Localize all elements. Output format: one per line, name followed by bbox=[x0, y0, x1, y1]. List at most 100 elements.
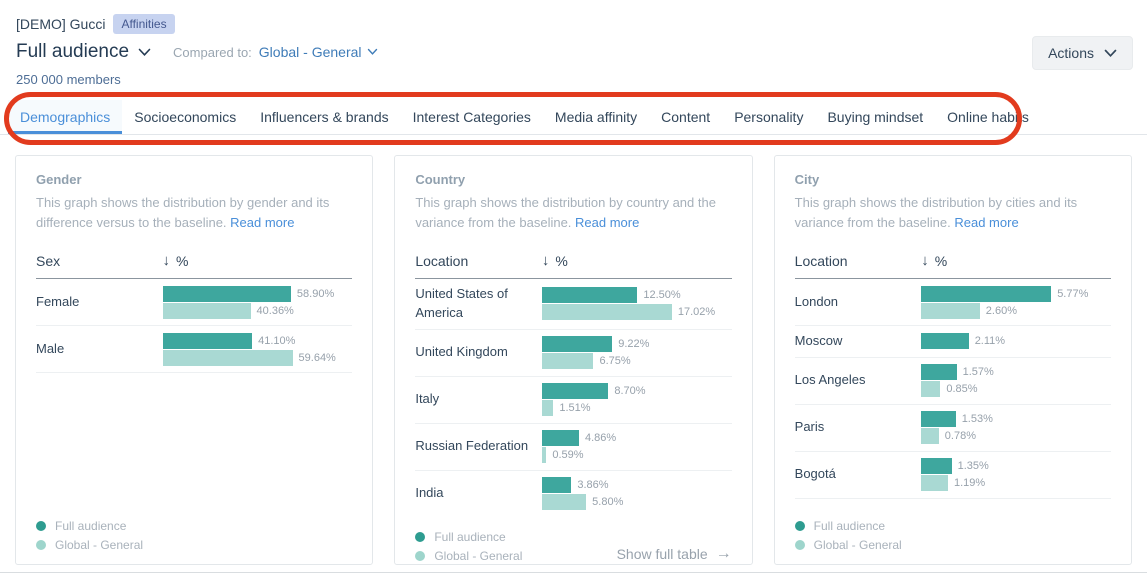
tab-buying-mindset[interactable]: Buying mindset bbox=[827, 109, 924, 125]
chevron-down-icon bbox=[138, 48, 151, 56]
affinities-badge: Affinities bbox=[113, 14, 175, 34]
legend-label: Global - General bbox=[434, 548, 523, 563]
chevron-down-icon bbox=[1104, 49, 1117, 57]
tab-online-habits[interactable]: Online habits bbox=[947, 109, 1029, 125]
table-row: Moscow 2.11% bbox=[794, 326, 1111, 358]
table-row: India 3.86% 5.80% bbox=[415, 471, 731, 517]
legend-label: Full audience bbox=[55, 519, 127, 533]
bar-line: 0.85% bbox=[921, 381, 1111, 398]
bar-value-label: 3.86% bbox=[577, 479, 609, 492]
bar-group: 1.35% 1.19% bbox=[921, 458, 1111, 492]
card-description: This graph shows the distribution by cou… bbox=[415, 195, 716, 230]
percent-header-label: % bbox=[555, 252, 568, 269]
bar-group: 8.70% 1.51% bbox=[541, 383, 732, 417]
legend-item-full-audience: Full audience bbox=[415, 530, 522, 544]
table-header: Sex ↓% bbox=[36, 246, 353, 279]
bar-full-audience bbox=[921, 333, 969, 350]
legend-label: Full audience bbox=[813, 519, 886, 533]
card-description: This graph shows the distribution by cit… bbox=[794, 195, 1078, 230]
compared-to-label: Compared to: bbox=[173, 44, 252, 60]
row-label: United Kingdom bbox=[415, 344, 508, 360]
report-title: [DEMO] Gucci bbox=[16, 16, 106, 32]
legend-dot-icon bbox=[794, 521, 805, 531]
actions-button[interactable]: Actions bbox=[1032, 36, 1133, 70]
bar-value-label: 0.78% bbox=[944, 430, 976, 443]
bar-line: 4.86% bbox=[541, 430, 732, 447]
bar-baseline bbox=[921, 475, 948, 492]
bar-value-label: 1.51% bbox=[559, 402, 591, 415]
bar-value-label: 0.59% bbox=[552, 449, 584, 462]
sort-arrow-down-icon: ↓ bbox=[921, 252, 929, 269]
tab-content[interactable]: Content bbox=[661, 109, 711, 125]
bar-group: 1.57% 0.85% bbox=[921, 364, 1111, 398]
arrow-right-icon: → bbox=[715, 544, 732, 562]
row-label: United States of America bbox=[415, 286, 508, 320]
legend-dot-icon bbox=[415, 531, 426, 542]
audience-selector-label: Full audience bbox=[16, 41, 130, 62]
legend-dot-icon bbox=[794, 540, 805, 550]
tab-interest-categories[interactable]: Interest Categories bbox=[412, 109, 531, 125]
legend: Full audience Global - General bbox=[415, 525, 522, 563]
bar-full-audience bbox=[921, 411, 956, 428]
table-row: Bogotá 1.35% 1.19% bbox=[794, 452, 1111, 499]
baseline-selector[interactable]: Global - General bbox=[259, 44, 378, 60]
table-row: Male 41.10% 59.64% bbox=[36, 326, 353, 373]
table-row: Paris 1.53% 0.78% bbox=[794, 405, 1111, 452]
bar-baseline bbox=[921, 302, 980, 319]
legend-item-full-audience: Full audience bbox=[36, 519, 143, 533]
read-more-link[interactable]: Read more bbox=[230, 214, 295, 230]
bar-full-audience bbox=[921, 364, 957, 381]
bar-value-label: 8.70% bbox=[614, 385, 646, 398]
bar-group: 41.10% 59.64% bbox=[162, 332, 353, 366]
bar-value-label: 6.75% bbox=[599, 355, 631, 368]
members-count: 250 000 members bbox=[16, 72, 121, 87]
bar-full-audience bbox=[541, 430, 579, 447]
audience-selector[interactable]: Full audience bbox=[16, 41, 151, 63]
bar-value-label: 1.53% bbox=[961, 413, 993, 426]
bar-full-audience bbox=[162, 285, 291, 302]
bar-line: 1.57% bbox=[921, 364, 1111, 381]
read-more-link[interactable]: Read more bbox=[575, 214, 640, 230]
bar-baseline bbox=[162, 349, 293, 366]
read-more-link[interactable]: Read more bbox=[954, 214, 1019, 230]
row-label: London bbox=[794, 293, 839, 309]
bar-value-label: 40.36% bbox=[256, 304, 294, 317]
bar-line: 1.19% bbox=[921, 475, 1111, 492]
legend-item-baseline: Global - General bbox=[36, 538, 143, 552]
card-gender: Gender This graph shows the distribution … bbox=[15, 155, 374, 565]
bar-value-label: 5.80% bbox=[592, 496, 624, 509]
bar-baseline bbox=[921, 428, 939, 445]
row-label: Russian Federation bbox=[415, 438, 529, 454]
table-row: Italy 8.70% 1.51% bbox=[415, 377, 732, 424]
show-full-table-link[interactable]: Show full table → bbox=[616, 544, 732, 562]
tab-influencers-brands[interactable]: Influencers & brands bbox=[260, 109, 389, 125]
tab-bar: Demographics Socioeconomics Influencers & … bbox=[0, 100, 1147, 135]
table-row: London 5.77% 2.60% bbox=[794, 279, 1111, 326]
sort-percent-control[interactable]: ↓% bbox=[921, 252, 947, 269]
column-header-label: Sex bbox=[36, 252, 61, 269]
tab-socioeconomics[interactable]: Socioeconomics bbox=[134, 109, 237, 125]
sort-arrow-down-icon: ↓ bbox=[541, 252, 550, 269]
row-label: Bogotá bbox=[794, 466, 836, 482]
bar-full-audience bbox=[541, 383, 609, 400]
bar-line: 5.77% bbox=[921, 285, 1111, 302]
bar-full-audience bbox=[921, 458, 952, 475]
tab-demographics[interactable]: Demographics bbox=[8, 100, 123, 134]
bar-full-audience bbox=[921, 285, 1052, 302]
bar-value-label: 9.22% bbox=[618, 338, 650, 351]
bar-group: 2.11% bbox=[921, 333, 1111, 350]
sort-percent-control[interactable]: ↓% bbox=[163, 252, 189, 269]
bar-line: 8.70% bbox=[541, 383, 732, 400]
bar-value-label: 2.11% bbox=[974, 335, 1006, 348]
bar-value-label: 1.19% bbox=[953, 477, 986, 490]
audience-row: Full audience Compared to: Global - Gene… bbox=[16, 41, 1131, 63]
sort-percent-control[interactable]: ↓% bbox=[542, 252, 568, 269]
table-row: Los Angeles 1.57% 0.85% bbox=[794, 358, 1111, 405]
tab-personality[interactable]: Personality bbox=[734, 109, 804, 125]
row-label: Los Angeles bbox=[794, 372, 866, 388]
bar-group: 1.53% 0.78% bbox=[921, 411, 1111, 445]
tab-media-affinity[interactable]: Media affinity bbox=[554, 109, 638, 125]
bar-line: 6.75% bbox=[541, 353, 732, 370]
column-header-label: Location bbox=[794, 252, 848, 269]
bar-baseline bbox=[541, 447, 547, 464]
